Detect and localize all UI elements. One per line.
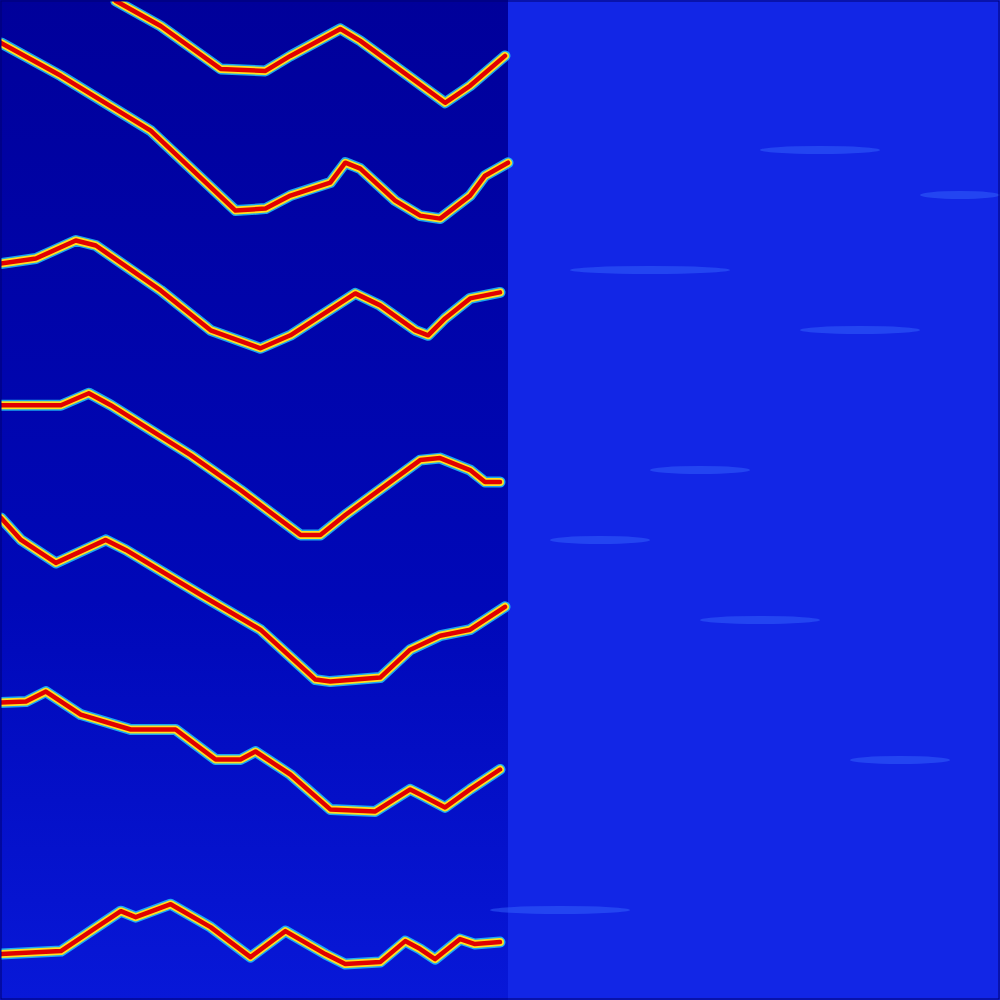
streak bbox=[700, 616, 820, 624]
trace-glow bbox=[116, 1, 505, 103]
trace-line bbox=[1, 393, 500, 535]
trace-halo bbox=[1, 692, 500, 812]
trace-line bbox=[1, 241, 500, 349]
trace-line bbox=[1, 43, 508, 219]
trace-glow bbox=[1, 692, 500, 812]
trace-line bbox=[1, 692, 500, 812]
streak bbox=[850, 756, 950, 764]
trace-glow bbox=[1, 241, 500, 349]
streak bbox=[570, 266, 730, 274]
trace-line bbox=[116, 1, 505, 103]
streak bbox=[550, 536, 650, 544]
trace-line bbox=[1, 518, 505, 682]
streak bbox=[920, 191, 1000, 199]
trace-line bbox=[1, 904, 500, 964]
background-left bbox=[0, 0, 508, 1000]
streak bbox=[760, 146, 880, 154]
plot-frame bbox=[1, 1, 999, 999]
trace-halo bbox=[1, 43, 508, 219]
trace-glow bbox=[1, 43, 508, 219]
trace-halo bbox=[116, 1, 505, 103]
background bbox=[0, 0, 1000, 1000]
trace-halo bbox=[1, 518, 505, 682]
trace-halo bbox=[1, 904, 500, 964]
plot-area bbox=[1, 1, 508, 964]
streak bbox=[490, 906, 630, 914]
trace-halo bbox=[1, 393, 500, 535]
trace-glow bbox=[1, 518, 505, 682]
trace-glow bbox=[1, 393, 500, 535]
chart bbox=[0, 0, 1000, 1000]
trace-halo bbox=[1, 241, 500, 349]
streak bbox=[800, 326, 920, 334]
trace-glow bbox=[1, 904, 500, 964]
streak bbox=[650, 466, 750, 474]
